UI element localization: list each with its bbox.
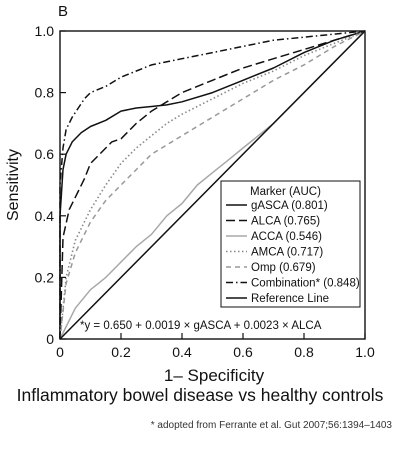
y-tick-label: 0.6: [35, 146, 55, 162]
legend-box: [220, 180, 361, 308]
x-tick-label: 1.0: [355, 344, 375, 360]
plot-area: [59, 30, 366, 340]
legend-label: ACCA (0.546): [251, 231, 322, 243]
x-tick-label: 0.2: [111, 344, 131, 360]
roc-curve-alca-0-765: [59, 30, 366, 340]
roc-curve-omp-0-679: [59, 30, 366, 340]
plot-frame: [59, 30, 366, 340]
y-tick-label: 0.8: [35, 85, 55, 101]
legend: Marker (AUC) gASCA (0.801) ALCA (0.765) AC…: [220, 180, 361, 308]
y-tick-label: 0.2: [35, 269, 55, 285]
y-axis-ticks: 0 0.2 0.4 0.6 0.8 1.0: [35, 23, 66, 347]
legend-label: Reference Line: [251, 293, 329, 305]
x-tick-label: 0.8: [294, 344, 314, 360]
x-tick-label: 0.6: [233, 344, 253, 360]
roc-curve-reference-line: [59, 30, 366, 340]
y-axis-label: Sensitivity: [5, 149, 22, 221]
figure-caption: Inflammatory bowel disease vs healthy co…: [16, 385, 384, 405]
roc-curve-gasca-0-801: [59, 30, 366, 339]
x-axis-ticks: 0 0.2 0.4 0.6 0.8 1.0: [56, 333, 375, 360]
legend-label: Combination* (0.848): [251, 278, 360, 290]
y-tick-label: 0: [46, 331, 54, 347]
series-layer: [59, 30, 366, 340]
legend-title: Marker (AUC): [250, 186, 321, 198]
x-tick-label: 0.4: [172, 344, 192, 360]
source-note: * adopted from Ferrante et al. Gut 2007;…: [150, 420, 392, 431]
legend-items: gASCA (0.801) ALCA (0.765) ACCA (0.546) AMC…: [226, 200, 360, 305]
legend-label: Omp (0.679): [251, 262, 316, 274]
y-tick-label: 1.0: [35, 23, 55, 39]
roc-curve-combination-0-848: [59, 30, 366, 339]
x-axis-label: 1– Specificity: [164, 366, 265, 385]
legend-label: ALCA (0.765): [251, 216, 320, 228]
panel-label: B: [58, 3, 68, 20]
y-tick-label: 0.4: [35, 208, 55, 224]
legend-label: AMCA (0.717): [251, 247, 323, 259]
x-tick-label: 0: [56, 344, 64, 360]
legend-label: gASCA (0.801): [251, 200, 328, 212]
roc-curve-amca-0-717: [59, 30, 366, 340]
formula-annotation: *y = 0.650 + 0.0019 × gASCA + 0.0023 × A…: [80, 320, 322, 332]
